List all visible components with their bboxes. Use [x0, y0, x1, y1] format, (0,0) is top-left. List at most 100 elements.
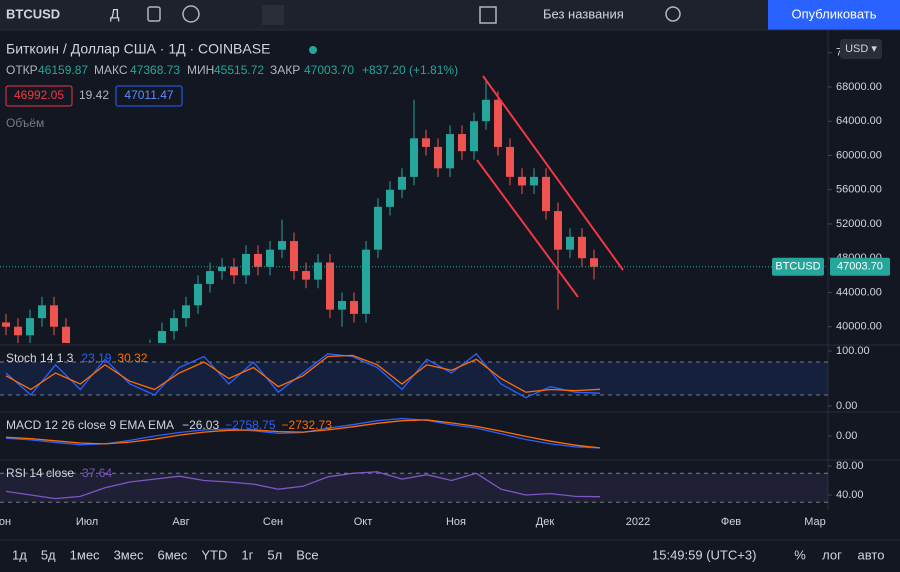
- candle-body: [434, 146, 442, 169]
- candle-body: [302, 271, 310, 280]
- symbol-tag-label: BTCUSD: [775, 261, 820, 273]
- high-label: МАКС: [94, 63, 128, 77]
- indicator-name: Stoch 14 1 3: [6, 351, 74, 365]
- candle-body: [362, 249, 370, 314]
- ask-box: [115, 85, 183, 107]
- candle-body: [422, 138, 430, 147]
- candle-body: [242, 253, 250, 276]
- range-button[interactable]: 1г: [241, 547, 253, 562]
- interval[interactable]: Д: [110, 6, 120, 22]
- candle-body: [506, 146, 514, 177]
- indicator-line: [5, 354, 601, 393]
- percent[interactable]: %: [794, 547, 806, 562]
- candle-body: [542, 176, 550, 212]
- channel-line: [482, 75, 624, 271]
- candle-body: [482, 99, 490, 122]
- indicator-value: 37.64: [82, 466, 112, 480]
- toolbar: [0, 0, 900, 30]
- layout-name[interactable]: Без названия: [543, 6, 624, 21]
- range-button[interactable]: Все: [296, 547, 318, 562]
- channel-line: [476, 159, 579, 298]
- indicator-value: 23.19: [81, 351, 111, 365]
- candle-body: [290, 241, 298, 272]
- candle-body: [194, 283, 202, 306]
- candle-body: [26, 318, 34, 336]
- y-tick-label: 64000.00: [836, 115, 882, 127]
- range-button[interactable]: 6мес: [157, 547, 187, 562]
- publish-label[interactable]: Опубликовать: [791, 6, 876, 21]
- symbol[interactable]: BTCUSD: [6, 6, 60, 21]
- candle-body: [50, 305, 58, 327]
- y-tick-label: 0.00: [836, 430, 857, 442]
- publish-button[interactable]: [768, 0, 900, 30]
- volume-label: Объём: [6, 116, 44, 130]
- candle-body: [314, 262, 322, 280]
- bid-box: [5, 85, 73, 107]
- candle-body: [2, 322, 10, 327]
- y-tick-label: 100.00: [836, 345, 870, 357]
- auto[interactable]: авто: [858, 547, 885, 562]
- panel: [2, 78, 598, 343]
- range-button[interactable]: 5л: [267, 547, 282, 562]
- range-button[interactable]: 1мес: [70, 547, 100, 562]
- currency-select[interactable]: [840, 39, 882, 59]
- panel: [0, 352, 828, 399]
- candle-body: [374, 206, 382, 250]
- price-tag-label: 47003.70: [837, 261, 883, 273]
- x-tick-label: Авг: [172, 516, 189, 528]
- range-button[interactable]: 3мес: [114, 547, 144, 562]
- panel: [0, 471, 828, 503]
- change: +837.20 (+1.81%): [362, 63, 458, 77]
- band: [0, 362, 828, 395]
- y-tick-label: 40000.00: [836, 321, 882, 333]
- indicator-name: RSI 14 close: [6, 466, 74, 480]
- x-tick-label: Июл: [76, 516, 98, 528]
- candle-body: [38, 305, 46, 319]
- candle-body: [494, 99, 502, 147]
- candle-body: [218, 266, 226, 272]
- x-tick-label: Дек: [536, 516, 555, 528]
- spread: 19.42: [79, 88, 109, 102]
- x-tick-label: Окт: [354, 516, 373, 528]
- toolbar-icons: [147, 5, 681, 25]
- low-label: МИН: [187, 63, 214, 77]
- candle-body: [326, 262, 334, 310]
- candle-body: [62, 326, 70, 343]
- high: 47368.73: [130, 63, 180, 77]
- candle-body: [530, 176, 538, 186]
- plot: 40000.0044000.0048000.0052000.0056000.00…: [0, 47, 900, 503]
- range-button[interactable]: 1д: [12, 547, 27, 562]
- candle-body: [386, 189, 394, 207]
- candle-body: [350, 301, 358, 314]
- candle-body: [518, 176, 526, 186]
- indicator-value: −2758.75: [225, 418, 276, 432]
- currency[interactable]: USD ▾: [845, 43, 877, 55]
- range-button[interactable]: 5д: [41, 547, 56, 562]
- x-tick-label: он: [0, 516, 11, 528]
- indicator-line: [5, 419, 601, 449]
- range-button[interactable]: YTD: [201, 547, 227, 562]
- x-tick-label: 2022: [626, 516, 650, 528]
- indicator-name: MACD 12 26 close 9 EMA EMA: [6, 418, 174, 432]
- open-label: ОТКР: [6, 63, 38, 77]
- panel: [5, 417, 601, 449]
- candle-body: [410, 138, 418, 177]
- price-tag: [830, 257, 890, 276]
- close: 47003.70: [304, 63, 354, 77]
- candle-body: [230, 266, 238, 276]
- y-tick-label: 0.00: [836, 400, 857, 412]
- candle-body: [158, 331, 166, 343]
- candle-body: [338, 301, 346, 310]
- y-tick-label: 44000.00: [836, 286, 882, 298]
- legend-title: Биткоин / Доллар США · 1Д · COINBASE: [6, 41, 270, 57]
- candle-body: [470, 121, 478, 152]
- indicator-line: [5, 471, 601, 500]
- open: 46159.87: [38, 63, 88, 77]
- candle-body: [278, 241, 286, 250]
- log[interactable]: лог: [822, 547, 842, 562]
- status-dot: [309, 46, 317, 54]
- clock: 15:49:59 (UTC+3): [652, 547, 756, 562]
- candle-body: [578, 236, 586, 259]
- candle-body: [566, 236, 574, 250]
